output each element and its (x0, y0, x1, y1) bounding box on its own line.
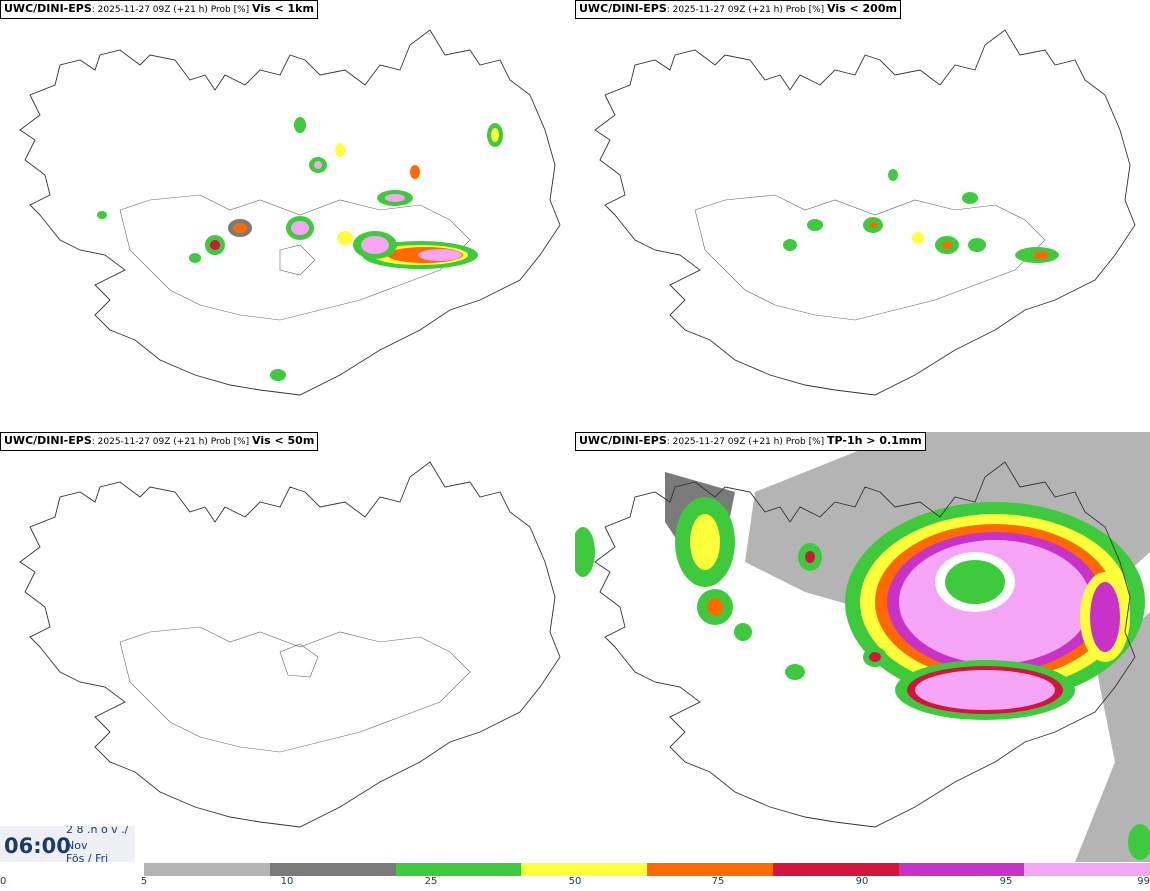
colorbar-tick-label: 10 (280, 876, 294, 887)
probability-shading (575, 432, 1150, 862)
valid-month: Nov (66, 839, 88, 852)
colorbar-segment (772, 863, 899, 876)
panel-title: UWC/DINI-EPS: 2025-11-27 09Z (+21 h) Pro… (575, 0, 901, 19)
colorbar-segment (647, 863, 773, 876)
map-panel-tp-1h: UWC/DINI-EPS: 2025-11-27 09Z (+21 h) Pro… (575, 432, 1150, 862)
map-panel-vis-50m: UWC/DINI-EPS: 2025-11-27 09Z (+21 h) Pro… (0, 432, 575, 862)
colorbar-tick-label: 95 (999, 876, 1013, 887)
iceland-map (19, 461, 561, 828)
iceland-map (19, 29, 561, 396)
valid-weekday: Fös / Fri (66, 852, 109, 862)
iceland-map (575, 432, 1150, 862)
colorbar-tick-label: 90 (855, 876, 869, 887)
colorbar-segment (521, 863, 647, 876)
probability-colorbar (144, 863, 1150, 876)
valid-hour: 06:00 (4, 834, 71, 858)
colorbar-ticks: 0 5 10 25 50 75 90 95 99 (0, 876, 1150, 891)
colorbar-tick-label: 50 (568, 876, 582, 887)
iceland-map (594, 29, 1136, 396)
valid-date: 2 8 .n o v ./ (66, 826, 129, 836)
colorbar-tick-label: 25 (424, 876, 438, 887)
colorbar-tick-label: 5 (140, 876, 148, 887)
valid-time-box: 06:00 2 8 .n o v ./ Nov Fös / Fri (0, 826, 135, 862)
colorbar-segment (1024, 863, 1150, 876)
colorbar-segment (395, 863, 522, 876)
colorbar-tick-label: 0 (0, 876, 7, 887)
colorbar-segment (269, 863, 396, 876)
panel-title: UWC/DINI-EPS: 2025-11-27 09Z (+21 h) Pro… (575, 432, 926, 451)
colorbar-tick-label: 99 (1137, 876, 1150, 887)
map-panel-vis-1km: UWC/DINI-EPS: 2025-11-27 09Z (+21 h) Pro… (0, 0, 575, 430)
probability-shading (783, 169, 1059, 263)
colorbar-segment (144, 863, 270, 876)
probability-shading (97, 117, 503, 381)
colorbar-tick-label: 75 (711, 876, 725, 887)
map-panel-vis-200m: UWC/DINI-EPS: 2025-11-27 09Z (+21 h) Pro… (575, 0, 1150, 430)
colorbar-segment (898, 863, 1025, 876)
panel-title: UWC/DINI-EPS: 2025-11-27 09Z (+21 h) Pro… (0, 432, 319, 451)
panel-title: UWC/DINI-EPS: 2025-11-27 09Z (+21 h) Pro… (0, 0, 318, 19)
